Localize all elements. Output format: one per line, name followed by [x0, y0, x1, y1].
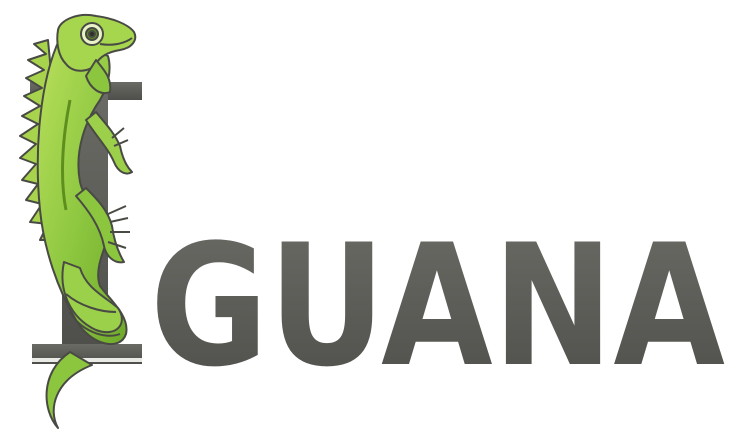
- iguana-icon: [19, 14, 137, 429]
- wordmark-rest: GUANA: [150, 208, 725, 404]
